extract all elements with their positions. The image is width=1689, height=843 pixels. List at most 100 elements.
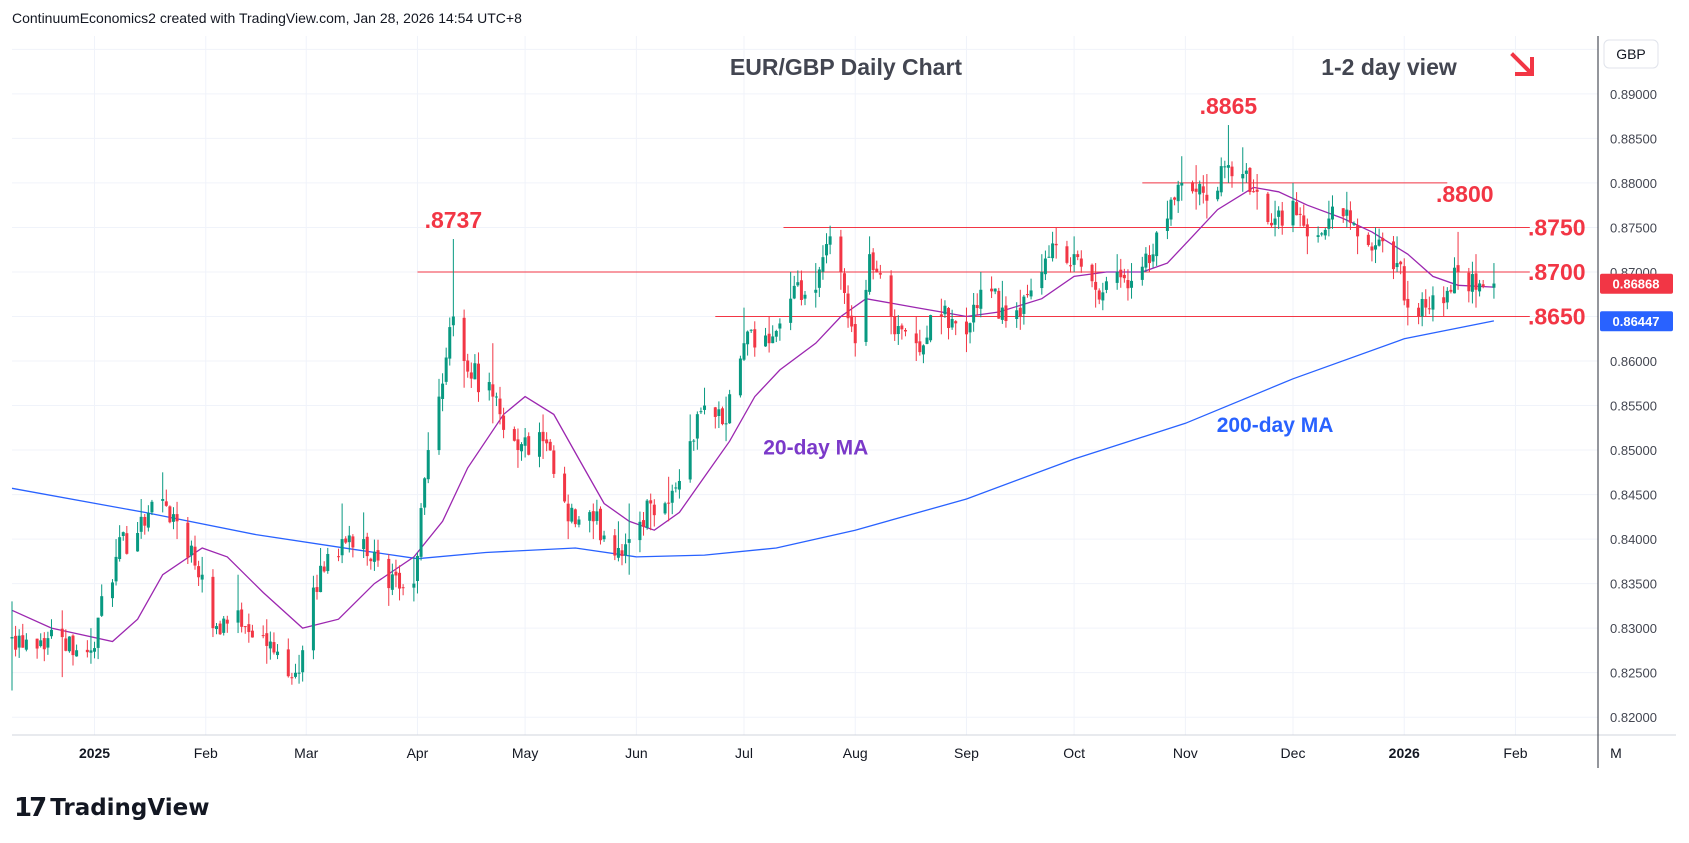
candle (1230, 161, 1234, 188)
candle (136, 521, 140, 552)
candle (1323, 227, 1327, 240)
candle (792, 275, 796, 300)
candle (577, 516, 581, 528)
candle (803, 291, 807, 306)
price-axis[interactable]: 0.895000.890000.885000.880000.875000.870… (1610, 42, 1657, 725)
candle (1169, 197, 1173, 226)
candle (1445, 287, 1449, 310)
candle (900, 323, 904, 340)
tradingview-logo-icon: 17 (14, 793, 47, 823)
time-axis[interactable]: 2025 Feb Mar Apr May Jun Jul Aug Sep Oct Nov Dec 202… (79, 745, 1622, 761)
candle (1341, 208, 1345, 223)
candle (616, 521, 620, 562)
candle (1219, 157, 1223, 197)
candle (322, 561, 326, 573)
candle (638, 511, 642, 553)
candle (1104, 276, 1108, 294)
candle (1420, 292, 1424, 327)
candle (699, 407, 703, 414)
candle (387, 554, 391, 606)
candle (1051, 231, 1055, 262)
view-label: 1-2 day view (1321, 54, 1457, 80)
candle (448, 317, 452, 366)
candle (674, 482, 678, 493)
candle (1004, 296, 1008, 328)
candle (1255, 174, 1259, 210)
candle (250, 624, 254, 638)
candle (972, 292, 976, 332)
candles-layer (10, 125, 1496, 691)
candle (1244, 163, 1248, 183)
candle (728, 389, 732, 424)
candle (591, 503, 595, 540)
candle (645, 499, 649, 530)
peak-annotation: .8865 (1200, 93, 1258, 119)
level-label: .8800 (1436, 181, 1494, 207)
candle (993, 288, 997, 295)
candle (1022, 294, 1026, 325)
candle (1072, 236, 1076, 272)
candle (1427, 296, 1431, 315)
candle (315, 574, 319, 600)
tradingview-logo[interactable]: 17 TradingView (14, 793, 210, 823)
candle (929, 314, 933, 343)
y-tick-label: 0.85000 (1610, 443, 1657, 458)
candle (1277, 206, 1281, 229)
candle (476, 352, 480, 402)
candle (523, 427, 527, 458)
candle (494, 392, 498, 407)
candle (1374, 227, 1378, 264)
y-tick-label: 0.84000 (1610, 532, 1657, 547)
y-tick-label: 0.87500 (1610, 220, 1657, 235)
candle (771, 325, 775, 344)
candle (871, 248, 875, 280)
candle (896, 315, 900, 345)
candle (563, 466, 567, 503)
candle (1065, 240, 1069, 265)
candle (466, 353, 470, 378)
candle (598, 506, 602, 545)
y-tick-label: 0.85500 (1610, 399, 1657, 414)
ma200-layer (11, 320, 1495, 560)
candle (14, 625, 18, 657)
candle (746, 330, 750, 356)
candle (1201, 175, 1205, 204)
candle (1216, 186, 1220, 202)
candle (1043, 250, 1047, 281)
candle (624, 533, 628, 564)
candle (1069, 257, 1073, 273)
candle (903, 328, 907, 337)
level-label: .8700 (1528, 259, 1586, 285)
candle (875, 260, 879, 273)
candle (552, 445, 556, 478)
candle (1366, 232, 1370, 247)
candle (426, 432, 430, 484)
price-tag: 0.86447 (1600, 311, 1673, 332)
candle (1456, 231, 1460, 290)
candle (150, 499, 154, 516)
candle (211, 569, 215, 638)
candle (1442, 286, 1446, 317)
candle (240, 602, 244, 633)
candle (365, 532, 369, 566)
candle (215, 622, 219, 635)
candle (21, 623, 25, 648)
candle (548, 439, 552, 451)
candle (1248, 167, 1252, 195)
candle (344, 536, 348, 544)
currency-badge[interactable]: GBP (1603, 39, 1659, 69)
candle (839, 229, 843, 290)
candle (652, 499, 656, 527)
candle (1370, 242, 1374, 262)
candle (627, 503, 631, 575)
x-tick-label: 2025 (79, 745, 110, 761)
candle (1119, 258, 1123, 288)
candle (444, 347, 448, 385)
candle (947, 307, 951, 340)
ma20-layer (11, 186, 1494, 643)
candle (1470, 261, 1474, 304)
candle (846, 285, 850, 328)
candle (1327, 200, 1331, 237)
chart-frame (12, 36, 1676, 768)
